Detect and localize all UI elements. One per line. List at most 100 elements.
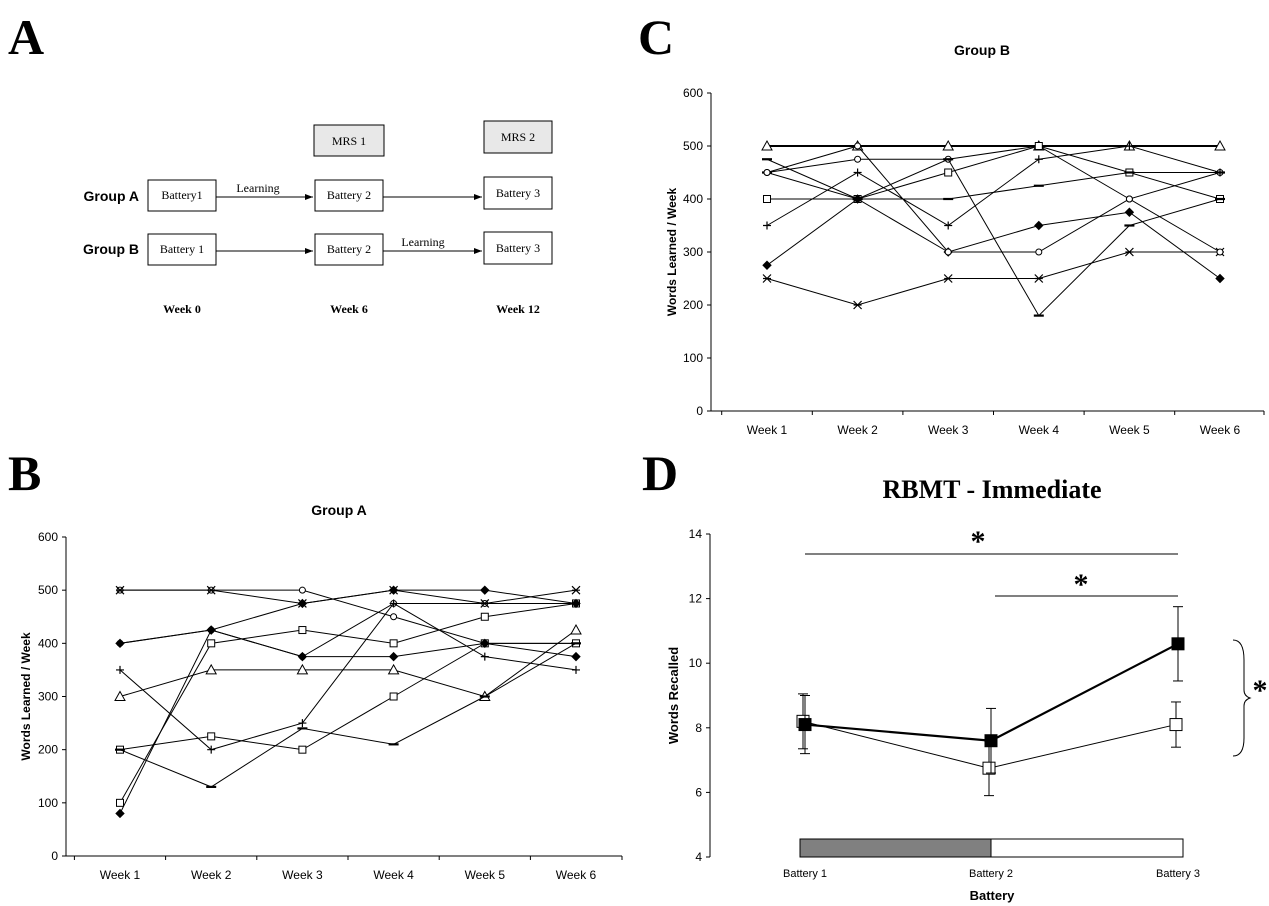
series-9-point [480, 599, 490, 608]
series-1-point [798, 718, 812, 732]
series-6-point [388, 651, 399, 662]
series-6-point [115, 808, 125, 819]
week12-label: Week 12 [496, 302, 540, 316]
series-8-line [119, 642, 577, 788]
group-a-battery2-label: Battery 2 [327, 188, 371, 202]
series-6-point [1215, 273, 1225, 284]
series-10-point [571, 598, 581, 609]
panel-label-d: D [642, 445, 679, 501]
mrs2-label: MRS 2 [501, 130, 535, 144]
series-1-point [942, 139, 955, 151]
group-b-battery2-box [314, 233, 384, 266]
x-tick-label: Week 2 [837, 423, 878, 437]
series-10-point [115, 638, 125, 649]
series-7-point [116, 665, 124, 674]
series-3-point [1034, 142, 1043, 150]
x-tick-label: Week 6 [556, 868, 597, 882]
series-7-point [389, 599, 398, 608]
panel-label-a: A [8, 9, 45, 65]
significance-bracket [1232, 639, 1252, 757]
series-3-point [296, 663, 309, 675]
chart-group-a: Group A 0 100 200 300 400 500 600 Words Learned … [19, 502, 623, 882]
series-3-point [944, 168, 953, 177]
series-5-point [298, 626, 307, 635]
series-9-point [1035, 248, 1043, 256]
series-9-point [1125, 195, 1133, 203]
group-a-battery3-label: Battery 3 [496, 186, 540, 200]
mrs1-box [313, 124, 385, 157]
x-tick-label: Week 6 [1200, 423, 1241, 437]
panel-label-b: B [8, 445, 42, 501]
group-b-battery3-label: Battery 3 [496, 241, 540, 255]
series-9-point [571, 585, 581, 595]
series-10-point [206, 625, 216, 635]
mrs1-label: MRS 1 [332, 134, 366, 148]
series-7-point [480, 652, 489, 661]
series-6-point [762, 260, 772, 270]
series-6-point [1124, 207, 1135, 217]
panel-label-c: C [638, 9, 675, 65]
series-3-point [114, 690, 126, 701]
y-tick-label: 500 [683, 139, 703, 153]
y-tick-label: 12 [689, 592, 703, 606]
series-2-point [854, 155, 862, 163]
series-7-point [1124, 247, 1134, 257]
series-7-point [572, 665, 580, 674]
x-tick-label: Week 3 [282, 868, 323, 882]
series-9-point [115, 585, 125, 595]
significance-star: * [1074, 568, 1089, 601]
series-10-point [388, 585, 399, 595]
series-9-point [206, 585, 216, 595]
group-b-learning-label: Learning [401, 235, 444, 249]
week6-label: Week 6 [330, 302, 368, 316]
series-7-point [207, 745, 216, 754]
series-3-point [763, 195, 771, 203]
x-tick-label: Week 2 [191, 868, 232, 882]
series-7-point [298, 719, 307, 728]
y-tick-label: 6 [695, 785, 702, 799]
chart-title: Group B [954, 42, 1010, 58]
series-5-line [766, 145, 1221, 227]
series-5-point [389, 639, 398, 648]
y-tick-label: 500 [38, 583, 58, 597]
mrs2-box [483, 120, 553, 154]
y-tick-label: 200 [683, 298, 703, 312]
x-tick-label: Battery 1 [783, 868, 827, 880]
series-10-line [119, 589, 577, 644]
series-5-point [116, 798, 124, 807]
group-b-battery2-label: Battery 2 [327, 242, 371, 256]
y-tick-label: 400 [38, 636, 58, 650]
series-3-point [570, 624, 582, 635]
series-2-point [1169, 718, 1183, 732]
y-tick-label: 600 [683, 86, 703, 100]
x-tick-label: Battery 3 [1156, 868, 1200, 880]
series-2-point [982, 761, 996, 775]
series-1-point [761, 139, 773, 151]
series-6-point [297, 651, 308, 662]
series-6-line [766, 198, 1221, 279]
series-7-point [943, 274, 953, 283]
week0-label: Week 0 [163, 302, 201, 316]
series-5-point [1034, 155, 1043, 164]
y-tick-label: 300 [683, 245, 703, 259]
series-5-line [119, 602, 577, 804]
series-10-point [297, 598, 308, 609]
y-tick-label: 0 [696, 404, 703, 418]
y-tick-label: 200 [38, 743, 58, 757]
series-6-point [1034, 220, 1044, 231]
series-5-point [853, 168, 862, 177]
series-9-point [944, 248, 952, 256]
series-1-point [1214, 139, 1226, 151]
series-3-point [387, 663, 400, 675]
series-4-point [298, 745, 307, 754]
series-7-point [853, 300, 863, 310]
y-tick-label: 100 [38, 796, 58, 810]
x-tick-label: Week 5 [465, 868, 506, 882]
y-tick-label: 100 [683, 351, 703, 365]
series-5-point [944, 221, 953, 230]
series-9-point [763, 169, 771, 176]
y-axis-label: Words Recalled [666, 647, 681, 744]
series-8-line [766, 158, 1221, 317]
group-a-battery1-box [147, 179, 217, 212]
